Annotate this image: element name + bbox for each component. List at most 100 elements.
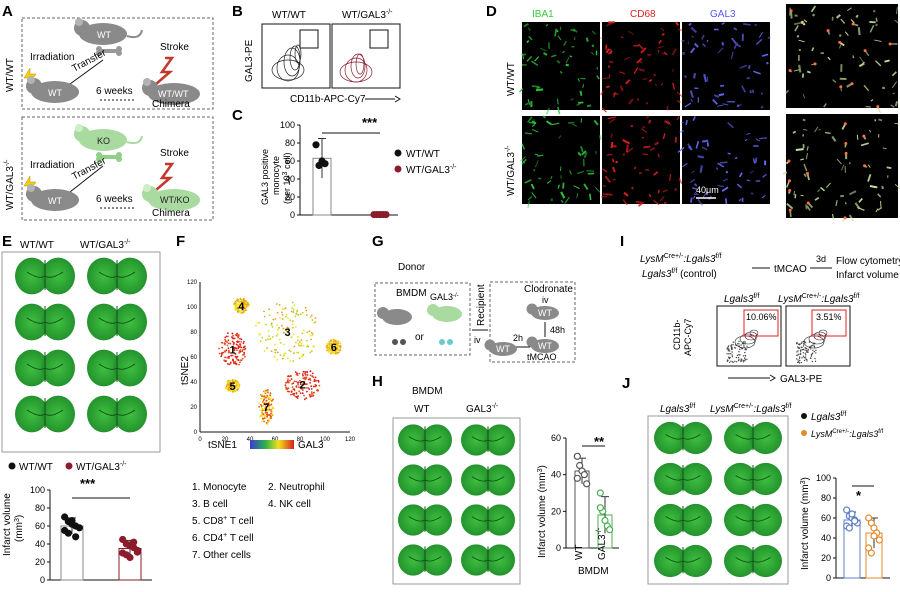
- flow-event: [807, 349, 808, 350]
- y-tick-label: 0: [290, 210, 295, 220]
- irradiation-label-1: Irradiation: [30, 52, 74, 63]
- cell-icon-4: [447, 339, 453, 345]
- y-tick-label: 60: [35, 521, 45, 531]
- y-tick-label: 0: [556, 543, 561, 553]
- i-line2: Lgals3f/f (control): [642, 268, 717, 280]
- h-xtitle: BMDM: [578, 566, 609, 577]
- brain-section: [654, 545, 712, 577]
- y-tick-label: 20: [551, 506, 561, 516]
- j-legend-2: LysMCre+/-:Lgals3f/f: [811, 429, 884, 439]
- flow-ylabel: GAL3-PE: [244, 39, 255, 82]
- mouse-donor-2: KO: [74, 124, 142, 151]
- flow-event: [736, 357, 737, 358]
- tsne-cluster-2: 2: [285, 370, 321, 400]
- brain-section: [15, 350, 75, 387]
- flow-event: [728, 350, 729, 351]
- d-scale-label: 40μm: [696, 185, 719, 195]
- e-col1: WT/WT: [20, 240, 54, 251]
- data-point: [846, 525, 852, 531]
- flow-event: [732, 356, 733, 357]
- f-cluster-legend: 1. Monocyte 2. Neutrophil 3. B cell 4. N…: [192, 482, 325, 561]
- y-tick-label: 80: [821, 493, 831, 503]
- flow-event: [805, 356, 806, 357]
- flow-event: [736, 361, 737, 362]
- h-title: BMDM: [412, 386, 443, 397]
- f-colorbar-label: GAL3: [298, 440, 324, 451]
- flow-event: [799, 358, 800, 359]
- flow-contours-1: [272, 45, 304, 81]
- microscopy-tile: [601, 116, 682, 206]
- y-tick-label: 40: [551, 470, 561, 480]
- flow-event: [800, 354, 801, 355]
- panel-letter-j: J: [622, 375, 630, 392]
- brain-section: [87, 304, 147, 341]
- j-legend-marker-1: [801, 413, 807, 419]
- flow-event: [730, 361, 731, 362]
- g-iv2-label: iv: [542, 295, 549, 305]
- j-legend-1: Lgals3f/f: [811, 411, 846, 423]
- panel-letter-b: B: [232, 3, 243, 20]
- microscopy-tile: [519, 22, 600, 114]
- flow-event: [801, 362, 802, 363]
- e-legend-1: WT/WT: [19, 462, 53, 473]
- brain-section: [461, 424, 515, 455]
- i-ylabel-2: APC-Cy7: [683, 318, 693, 356]
- flow-event: [726, 353, 727, 354]
- i-infarct: Infarct volume: [836, 270, 899, 281]
- flow-xlabel: CD11b-APC-Cy7: [290, 94, 366, 105]
- panel-e: E WT/WT WT/GAL3-/- WT/WT WT/GAL3-/- Infa…: [2, 233, 160, 585]
- flow-event: [739, 349, 740, 350]
- g-iv-label: iv: [474, 335, 481, 345]
- panel-h: H BMDM WT GAL3-/- Infarct volume (mm3) 0…: [372, 373, 619, 584]
- j-significance: *: [856, 488, 862, 503]
- panel-letter-i: I: [620, 233, 624, 250]
- data-point: [844, 507, 850, 513]
- flow-event: [738, 343, 739, 344]
- flow-event: [729, 362, 730, 363]
- data-point: [581, 472, 587, 478]
- group-label-1: WT/WT: [5, 58, 16, 92]
- i-3d: 3d: [816, 254, 826, 264]
- flow-event: [746, 359, 747, 360]
- flow-event: [810, 358, 811, 359]
- svg-text:WT: WT: [496, 344, 510, 354]
- panel-letter-e: E: [2, 233, 12, 250]
- data-point: [76, 525, 82, 531]
- flow-event: [745, 359, 746, 360]
- svg-text:KO: KO: [97, 136, 110, 146]
- flow-event: [814, 358, 815, 359]
- panel-letter-d: D: [486, 3, 497, 20]
- y-tick-label: 60: [551, 433, 561, 443]
- flow-event: [743, 345, 744, 346]
- mouse-donor-1: WT: [74, 18, 142, 45]
- flow-event: [738, 359, 739, 360]
- flow-event: [805, 353, 806, 354]
- flow-event: [806, 350, 807, 351]
- brain-section: [398, 424, 452, 455]
- flow-event: [804, 360, 805, 361]
- flow-event: [799, 360, 800, 361]
- tsne-y-tick: 60: [190, 355, 197, 361]
- flow-event: [733, 342, 734, 343]
- data-point: [65, 530, 71, 536]
- flow-event: [729, 350, 730, 351]
- flow-event: [815, 350, 816, 351]
- panel-j: J Lgals3f/f LysMCre+/-:Lgals3f/f Lgals3f…: [622, 375, 890, 584]
- flow-event: [726, 348, 727, 349]
- brain-section: [724, 422, 782, 454]
- chimera-label-1: Chimera: [152, 99, 190, 110]
- tsne-cluster-label: 4: [238, 301, 245, 313]
- flow-event: [797, 346, 798, 347]
- flow-event: [811, 354, 812, 355]
- y-tick-label: 0: [826, 573, 831, 583]
- e-significance: ***: [80, 476, 96, 491]
- tsne-cluster-label: 2: [300, 380, 306, 392]
- data-point: [574, 475, 580, 481]
- tsne-cluster-3: 3: [255, 302, 317, 362]
- flow-event: [804, 347, 805, 348]
- microscopy-tile: [600, 22, 685, 112]
- data-point: [73, 534, 79, 540]
- data-point: [383, 212, 389, 218]
